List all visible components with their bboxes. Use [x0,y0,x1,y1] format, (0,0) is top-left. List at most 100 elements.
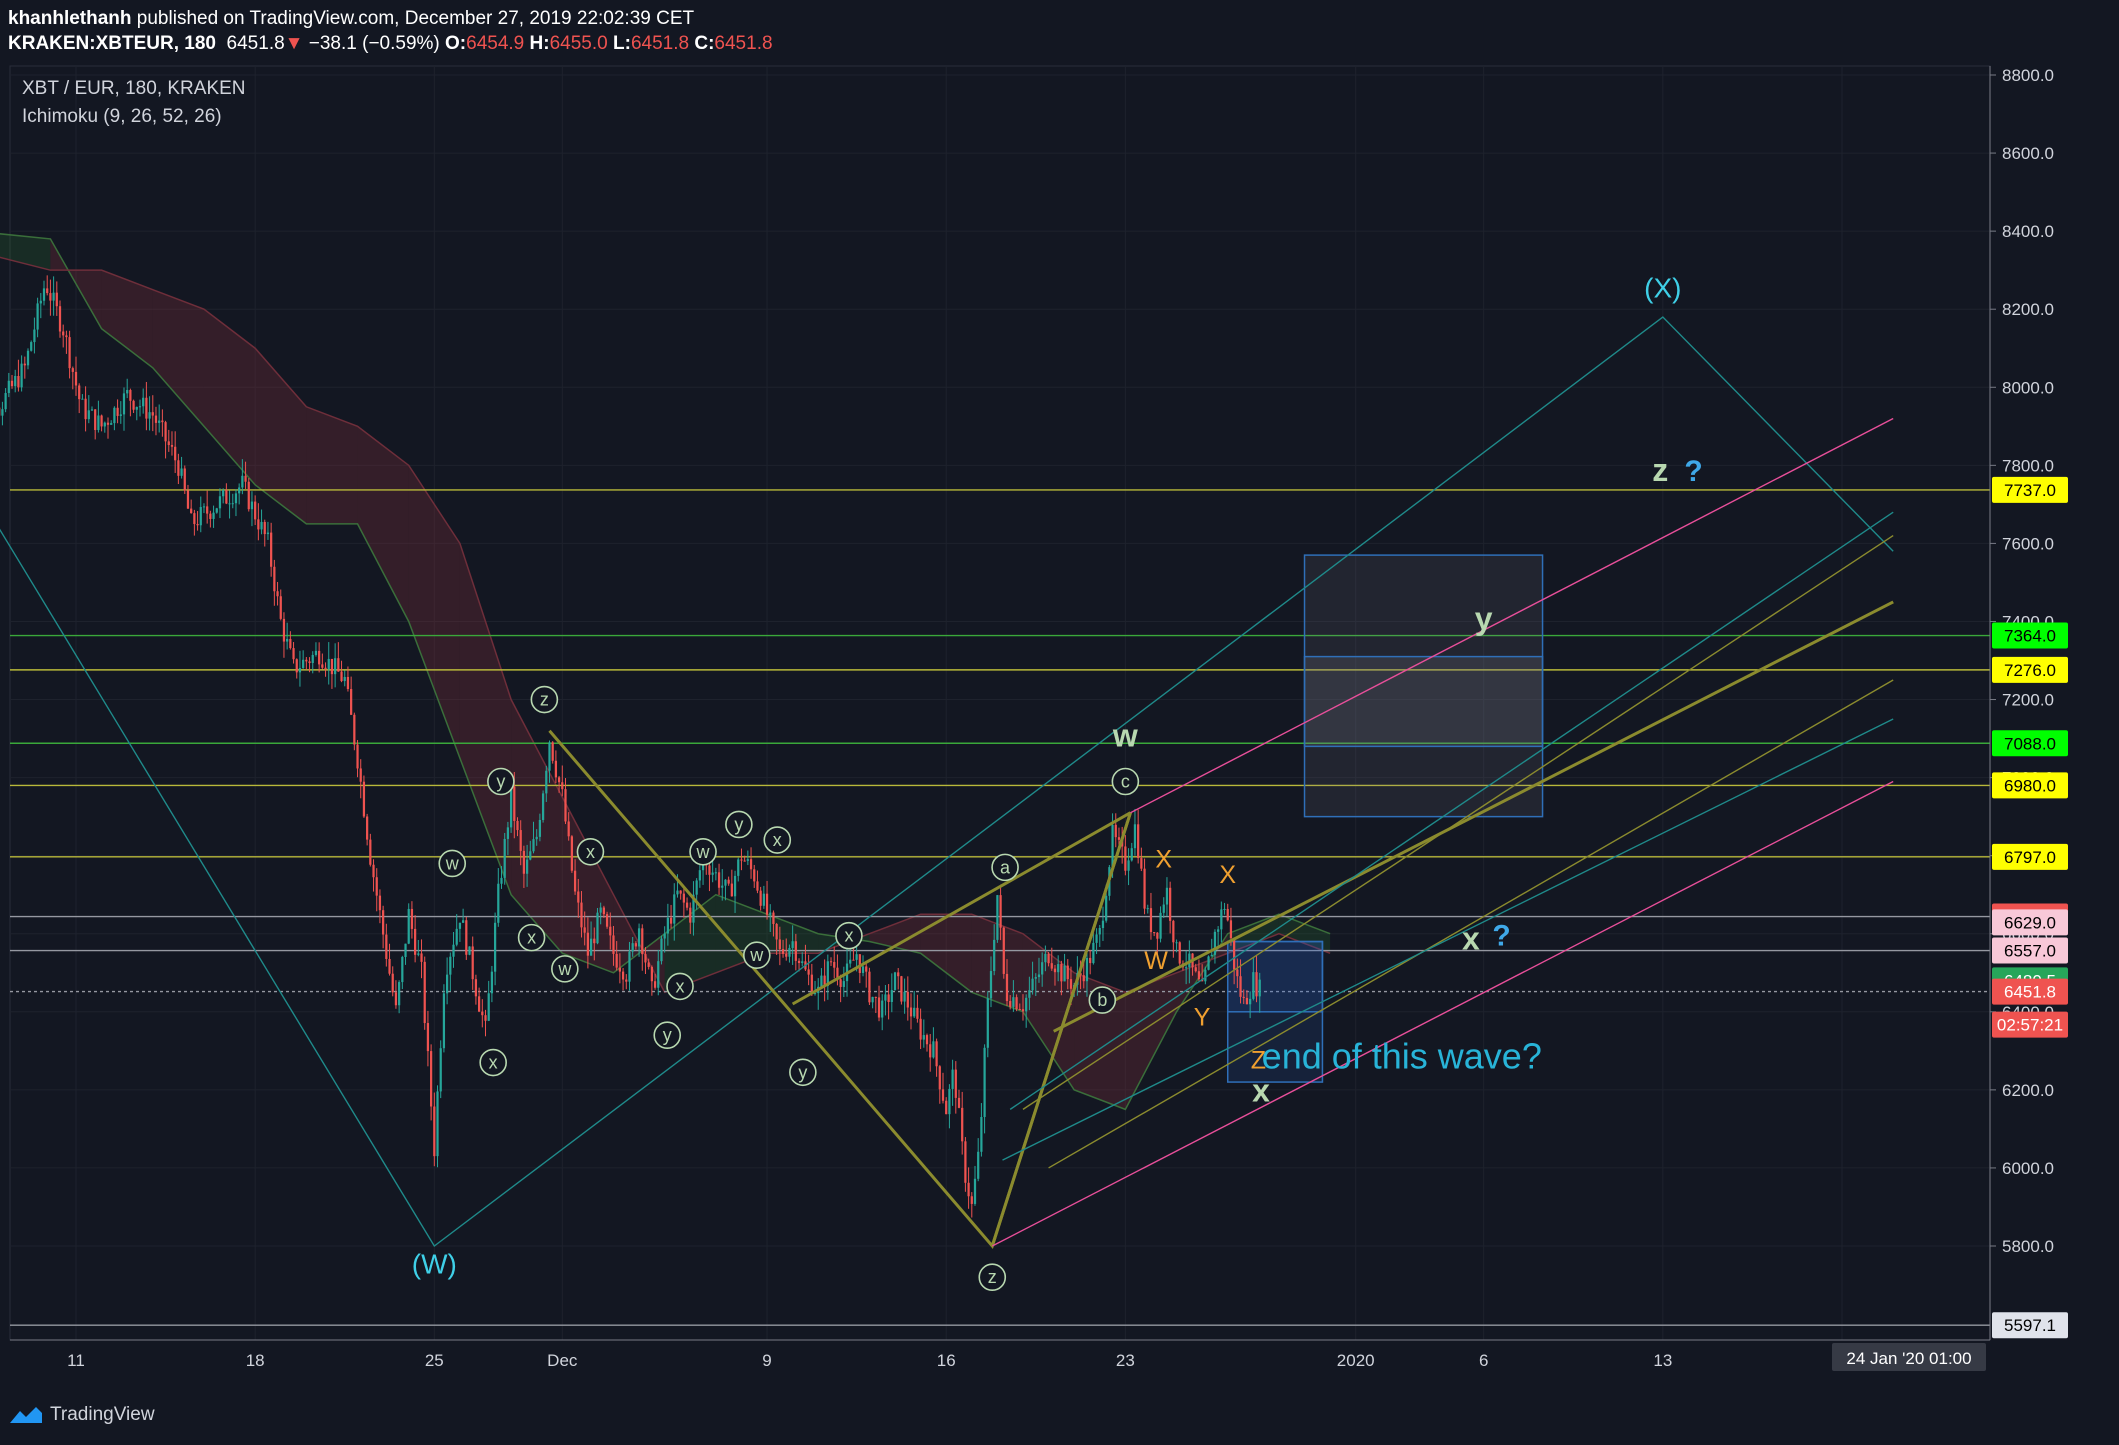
footer-brand[interactable]: TradingView [8,1403,155,1427]
candle-body [1133,824,1137,849]
candle-body [541,793,545,820]
candle-body [909,1007,913,1017]
last-price: 6451.8 [226,33,285,54]
wave-label-text: y [798,1062,807,1082]
price-tick-label: 7200.0 [2002,691,2054,710]
candle-body [970,1196,973,1204]
candle-body [1213,931,1217,955]
candle-body [813,993,817,995]
candle-body [669,917,673,924]
cloud-segment [1125,972,1177,1110]
candle-body [4,392,7,410]
wave-label-text: w [696,842,711,862]
wave-label-text: x [489,1053,498,1073]
candle-body [65,335,68,338]
wave-label-circle [1111,767,1140,796]
candle-body [55,292,58,307]
candle-body [126,389,129,394]
candle-body [842,981,845,987]
wave-label-circled: c [1111,767,1140,796]
candle-body [753,869,756,882]
candle-body [1117,837,1121,840]
candle-body [33,329,36,343]
trend-line [1053,600,1894,1033]
candle-body [993,939,996,972]
candle-body [612,935,615,954]
price-label-text: 7088.0 [2004,734,2056,753]
price-label-bg [1992,1312,2068,1339]
indicator-title[interactable]: Ichimoku (9, 26, 52, 26) [22,106,222,127]
price-label-bg [1992,843,2068,870]
candle-body [945,1100,948,1115]
wave-annotation: (W) [412,1248,457,1279]
candle-body [906,991,909,1008]
candle-body [961,1107,964,1142]
wave-label-circled: z [978,1263,1007,1292]
candle-body [458,922,462,929]
candle-body [951,1069,954,1089]
price-label-text: 5597.1 [2004,1316,2056,1335]
candle-body [1111,824,1114,868]
candle-body [580,902,583,928]
candle-body [1057,964,1060,973]
candle-body [573,870,577,892]
price-tick-label: 5800.0 [2002,1237,2054,1256]
candle-body [1037,974,1041,978]
candle-body [1092,942,1095,964]
candle-body [522,850,526,874]
series-title[interactable]: XBT / EUR, 180, KRAKEN [22,78,246,99]
candle-body [1012,997,1015,1007]
wave-label-circle [689,837,717,866]
candle-body [1153,932,1156,934]
candle-body [823,975,826,986]
candle-body [481,1011,484,1016]
candle-body [1047,953,1050,964]
candle-body [455,928,458,945]
price-tick-label: 6000.0 [2002,1159,2054,1178]
time-tick-label: 9 [762,1351,771,1370]
candle-body [765,893,769,915]
candle-body [375,877,378,896]
wave-label-circled: a [991,853,1019,882]
candle-body [609,926,612,936]
price-label: 7737.0 [1992,476,2068,503]
candle-body [164,422,167,442]
price-label-text: 7276.0 [2004,661,2056,680]
candle-body [660,938,663,962]
candle-body [810,974,813,994]
candle-body [279,596,282,619]
candle-body [308,661,311,664]
wave-label-text: x [844,926,853,946]
candle-body [695,880,698,895]
grid-lines [10,66,1990,1340]
candle-body [490,971,494,994]
candle-body [989,971,993,999]
candle-body [167,441,170,446]
candle-body [849,959,852,964]
candle-body [260,521,263,530]
wave-label-circle [666,972,694,1001]
candle-body [564,789,567,822]
projection-box [1303,554,1544,818]
candle-body [532,839,535,852]
candle-body [174,446,177,461]
author-name[interactable]: khanhlethanh [8,8,132,29]
candle-body [785,953,788,957]
candle-body [781,949,785,954]
candle-body [87,410,90,420]
wave-label-circled: y [487,767,515,796]
cloud-segment [101,270,153,368]
price-tick-label: 8600.0 [2002,144,2054,163]
candle-body [346,676,350,690]
candle-body [589,938,593,956]
candle-body [449,956,452,975]
candle-body [1034,977,1037,979]
price-label-text: 7737.0 [2004,481,2056,500]
wave-label-text: c [1121,772,1130,792]
candle-body [116,407,119,416]
candle-body [999,895,1002,928]
candle-body [238,487,241,494]
wave-label-circle [576,837,605,866]
wave-label-text: a [1000,857,1011,877]
